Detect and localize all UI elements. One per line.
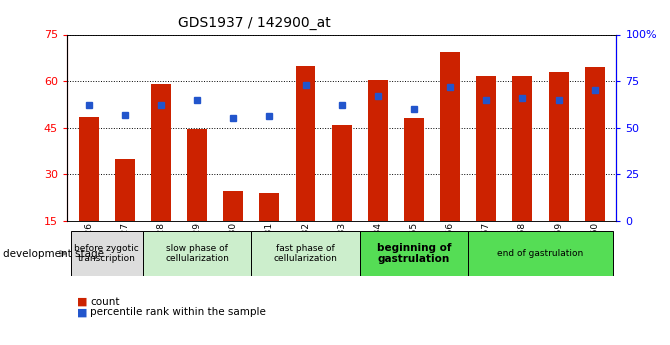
Text: development stage: development stage — [3, 249, 105, 258]
Text: count: count — [90, 297, 120, 307]
Text: percentile rank within the sample: percentile rank within the sample — [90, 307, 266, 317]
Text: slow phase of
cellularization: slow phase of cellularization — [165, 244, 229, 263]
Bar — [295, 66, 316, 221]
Bar — [440, 51, 460, 221]
Text: ■: ■ — [77, 297, 88, 307]
Bar — [332, 125, 352, 221]
Text: fast phase of
cellularization: fast phase of cellularization — [273, 244, 338, 263]
Bar — [513, 77, 533, 221]
FancyBboxPatch shape — [468, 231, 613, 276]
Bar — [549, 72, 569, 221]
Bar — [79, 117, 98, 221]
Bar — [187, 129, 207, 221]
FancyBboxPatch shape — [251, 231, 360, 276]
Text: beginning of
gastrulation: beginning of gastrulation — [377, 243, 451, 264]
Bar — [368, 80, 388, 221]
Text: before zygotic
transcription: before zygotic transcription — [74, 244, 139, 263]
Bar — [151, 84, 171, 221]
Text: GDS1937 / 142900_at: GDS1937 / 142900_at — [178, 16, 331, 30]
Text: ■: ■ — [77, 307, 88, 317]
FancyBboxPatch shape — [143, 231, 251, 276]
FancyBboxPatch shape — [70, 231, 143, 276]
Bar — [115, 159, 135, 221]
Bar — [585, 67, 604, 221]
Text: end of gastrulation: end of gastrulation — [497, 249, 584, 258]
FancyBboxPatch shape — [360, 231, 468, 276]
Bar — [223, 191, 243, 221]
Bar — [404, 118, 424, 221]
Bar — [259, 193, 279, 221]
Bar — [476, 77, 496, 221]
